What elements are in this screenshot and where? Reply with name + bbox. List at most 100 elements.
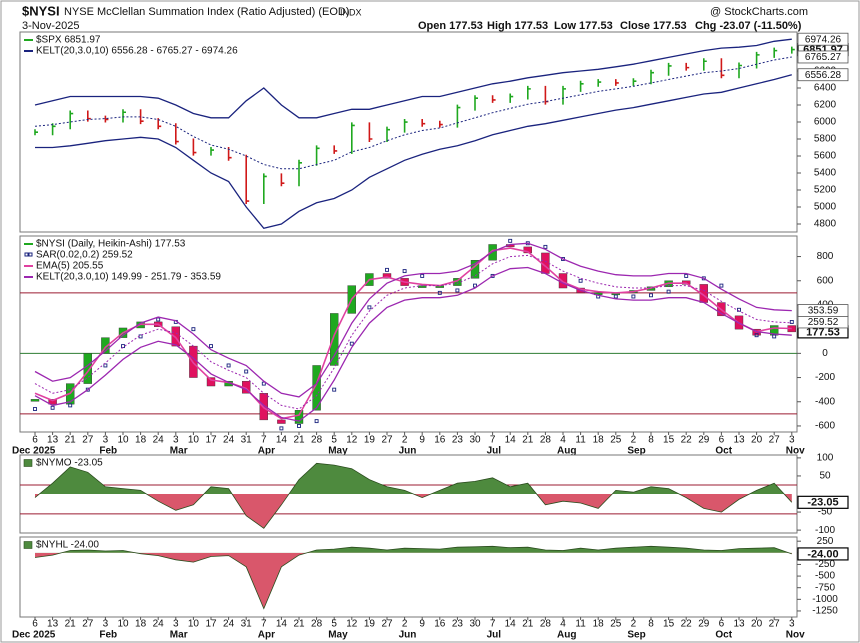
candle xyxy=(277,419,286,424)
value-box xyxy=(797,495,849,509)
sar-dot xyxy=(420,273,425,278)
price-bar xyxy=(69,110,74,130)
sar-dot xyxy=(349,341,354,346)
price-bar xyxy=(527,85,531,100)
x-tick-label: 15 xyxy=(663,435,675,446)
sar-dot xyxy=(402,269,407,274)
x-tick-label: 28 xyxy=(311,619,323,630)
value-box-label: 6974.26 xyxy=(805,34,842,45)
candle xyxy=(294,410,304,424)
y-tick-label: 6200 xyxy=(814,100,837,111)
month-label: Oct xyxy=(715,446,732,457)
x-tick-label: 17 xyxy=(205,435,217,446)
candle xyxy=(330,313,339,366)
price-bar xyxy=(139,109,144,125)
value-box-label: -23.05 xyxy=(807,497,838,509)
x-tick-label: 31 xyxy=(241,619,253,630)
x-tick-label: 31 xyxy=(241,435,253,446)
price-bar xyxy=(791,46,795,54)
x-tick-label: 16 xyxy=(434,435,446,446)
y-tick-label: 5400 xyxy=(814,168,837,179)
sar-dot xyxy=(297,424,301,428)
price-bar xyxy=(667,62,672,76)
x-tick-label: 13 xyxy=(733,435,745,446)
brand: @ StockCharts.com xyxy=(710,6,808,18)
x-tick-label: 27 xyxy=(82,435,94,446)
x-tick-label: 5 xyxy=(331,435,337,446)
x-tick-label: 20 xyxy=(751,619,763,630)
x-tick-label: 20 xyxy=(751,435,763,446)
sar-dot xyxy=(367,305,372,310)
sar-dot xyxy=(314,419,319,424)
x-tick-label: 27 xyxy=(82,619,94,630)
y-tick-label: -600 xyxy=(815,421,835,432)
x-tick-label: 24 xyxy=(223,435,235,446)
price-bar xyxy=(333,145,338,154)
month-label: Nov xyxy=(786,446,805,457)
price-bar xyxy=(122,109,126,123)
sar-dot xyxy=(244,369,249,374)
x-tick-label: 24 xyxy=(223,619,235,630)
x-tick-label: 11 xyxy=(575,619,586,630)
x-tick-label: 27 xyxy=(769,435,781,446)
candle xyxy=(30,399,40,402)
x-tick-label: 19 xyxy=(364,619,376,630)
sar-dot xyxy=(473,283,477,288)
x-tick-label: 12 xyxy=(346,435,358,446)
x-tick-label: 19 xyxy=(364,435,376,446)
month-label: Mar xyxy=(170,446,188,457)
x-tick-label: 30 xyxy=(469,619,481,630)
x-tick-label: 13 xyxy=(47,619,59,630)
price-bar xyxy=(579,80,584,92)
price-bar xyxy=(491,95,496,103)
plot xyxy=(34,38,795,230)
candle xyxy=(312,365,321,411)
value-box xyxy=(797,304,849,317)
sar-dot xyxy=(631,294,636,299)
x-tick-label: 3 xyxy=(173,435,179,446)
x-tick-label: 25 xyxy=(610,435,622,446)
high: High 177.53 xyxy=(487,20,548,32)
sar-dot xyxy=(332,387,337,392)
band-lower xyxy=(35,74,792,230)
sar-dot xyxy=(455,288,460,293)
x-tick-label: 28 xyxy=(311,435,323,446)
price-bar xyxy=(509,93,514,103)
x-tick-label: 14 xyxy=(505,435,517,446)
candle xyxy=(206,377,216,387)
month-label: Apr xyxy=(258,630,275,641)
price-bar xyxy=(632,78,637,86)
x-tick-label: 27 xyxy=(769,619,781,630)
legend-entry: EMA(5) 205.55 xyxy=(36,261,104,272)
price-bar xyxy=(386,126,390,143)
value-box xyxy=(797,50,849,64)
band-lower xyxy=(34,266,792,422)
month-label: Dec 2025 xyxy=(12,446,56,457)
month-label: Feb xyxy=(99,630,117,641)
x-tick-label: 3 xyxy=(173,619,179,630)
x-tick-label: 6 xyxy=(32,435,38,446)
price-bar xyxy=(298,159,302,187)
price-bar xyxy=(456,104,461,128)
x-tick-label: 24 xyxy=(153,435,165,446)
month-label: Jun xyxy=(399,630,417,641)
sar-dot xyxy=(754,333,759,338)
x-tick-label: 21 xyxy=(65,619,77,630)
month-label: Apr xyxy=(258,446,275,457)
candle xyxy=(523,246,532,254)
x-tick-label: 30 xyxy=(469,435,481,446)
x-tick-label: 8 xyxy=(648,619,654,630)
value-box-label: 353.59 xyxy=(808,306,839,317)
month-label: Jul xyxy=(487,630,502,641)
sar-dot xyxy=(209,344,213,349)
plot xyxy=(34,545,792,610)
band-upper xyxy=(34,38,792,119)
y-tick-label: 5800 xyxy=(814,134,837,145)
price-bar xyxy=(263,173,267,205)
price-bar xyxy=(773,47,778,58)
price-bar xyxy=(685,62,690,71)
price-bar xyxy=(192,138,197,156)
price-bar xyxy=(351,122,355,154)
candle xyxy=(382,273,392,279)
